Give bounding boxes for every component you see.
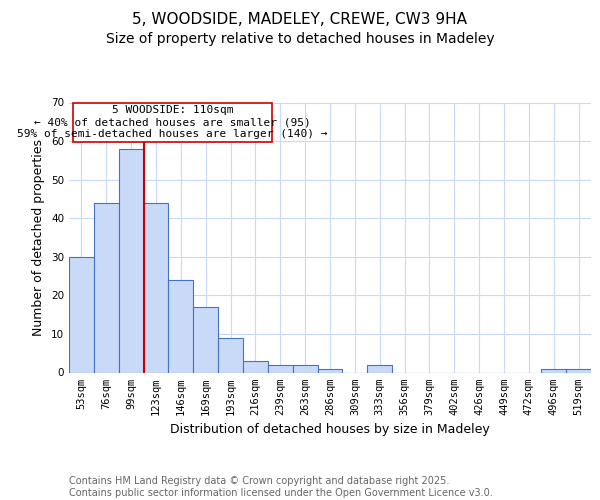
Bar bbox=[317, 368, 343, 372]
Bar bbox=[268, 365, 293, 372]
Bar bbox=[218, 338, 243, 372]
Bar bbox=[367, 365, 392, 372]
Text: 5 WOODSIDE: 110sqm
← 40% of detached houses are smaller (95)
59% of semi-detache: 5 WOODSIDE: 110sqm ← 40% of detached hou… bbox=[17, 106, 328, 138]
X-axis label: Distribution of detached houses by size in Madeley: Distribution of detached houses by size … bbox=[170, 423, 490, 436]
FancyBboxPatch shape bbox=[73, 102, 272, 142]
Bar bbox=[69, 257, 94, 372]
Bar bbox=[143, 203, 169, 372]
Text: 5, WOODSIDE, MADELEY, CREWE, CW3 9HA: 5, WOODSIDE, MADELEY, CREWE, CW3 9HA bbox=[133, 12, 467, 28]
Bar bbox=[243, 361, 268, 372]
Text: Size of property relative to detached houses in Madeley: Size of property relative to detached ho… bbox=[106, 32, 494, 46]
Bar bbox=[566, 368, 591, 372]
Bar bbox=[193, 307, 218, 372]
Bar bbox=[119, 149, 143, 372]
Text: Contains HM Land Registry data © Crown copyright and database right 2025.
Contai: Contains HM Land Registry data © Crown c… bbox=[69, 476, 493, 498]
Bar bbox=[94, 203, 119, 372]
Bar bbox=[541, 368, 566, 372]
Bar bbox=[293, 365, 317, 372]
Bar bbox=[169, 280, 193, 372]
Y-axis label: Number of detached properties: Number of detached properties bbox=[32, 139, 46, 336]
